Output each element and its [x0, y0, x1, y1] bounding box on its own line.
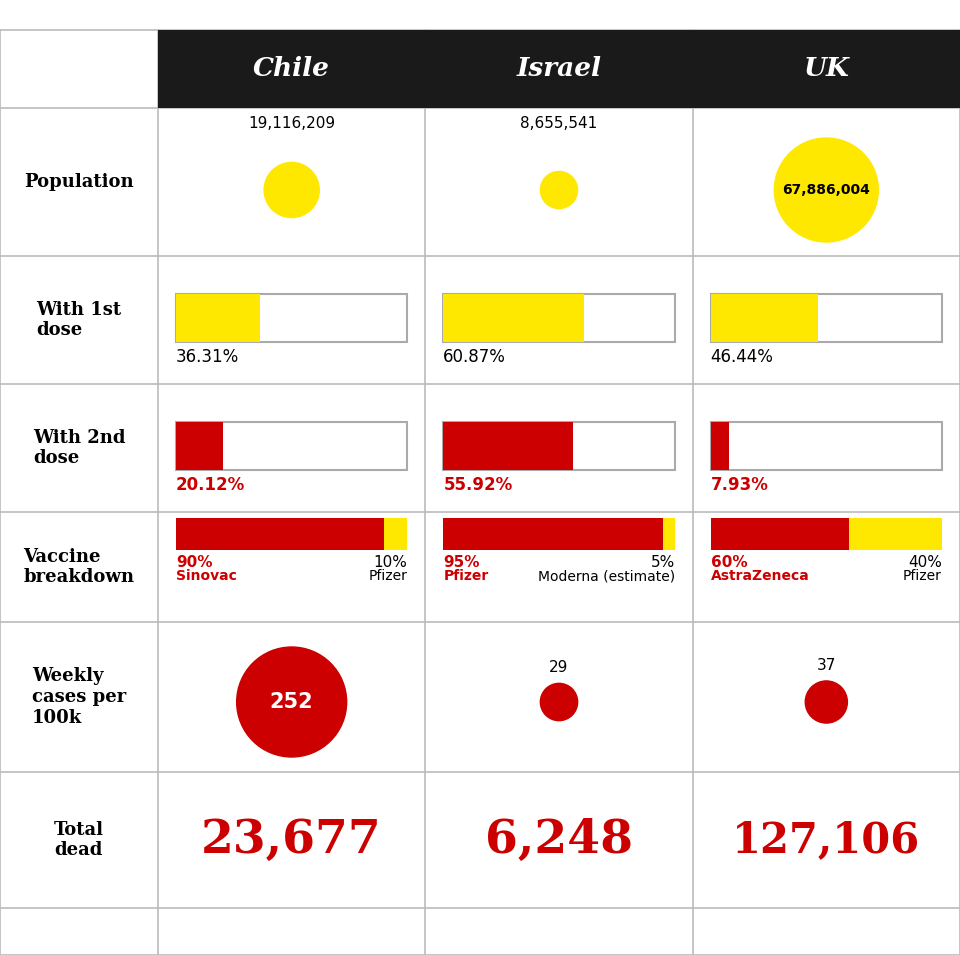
Circle shape — [264, 162, 320, 218]
Text: UK: UK — [804, 56, 850, 81]
Bar — [663, 518, 675, 550]
Text: 10%: 10% — [373, 555, 407, 570]
Text: With 1st
dose: With 1st dose — [36, 301, 122, 339]
Bar — [850, 518, 942, 550]
Text: 20.12%: 20.12% — [176, 476, 245, 494]
Bar — [710, 294, 818, 342]
Text: 67,886,004: 67,886,004 — [782, 183, 871, 197]
Text: Moderna (estimate): Moderna (estimate) — [538, 569, 675, 583]
Text: AstraZeneca: AstraZeneca — [710, 569, 809, 583]
Bar — [710, 422, 942, 470]
Text: Chile: Chile — [253, 56, 330, 81]
Circle shape — [775, 138, 878, 242]
Bar — [444, 518, 663, 550]
Text: Pfizer: Pfizer — [369, 569, 407, 583]
Text: 6,248: 6,248 — [485, 817, 633, 863]
Bar — [710, 518, 850, 550]
Text: Vaccine
breakdown: Vaccine breakdown — [23, 547, 134, 586]
Text: Pfizer: Pfizer — [444, 569, 489, 583]
Bar — [384, 518, 407, 550]
Text: Pfizer: Pfizer — [903, 569, 942, 583]
Bar — [158, 30, 960, 108]
Bar — [444, 422, 675, 470]
Text: 5%: 5% — [651, 555, 675, 570]
Bar — [176, 294, 260, 342]
Text: Israel: Israel — [516, 56, 602, 81]
Text: Sinovac: Sinovac — [176, 569, 237, 583]
Text: 8,655,541: 8,655,541 — [520, 116, 598, 131]
Bar — [176, 294, 407, 342]
Text: 60%: 60% — [710, 555, 747, 570]
Text: 29: 29 — [549, 660, 568, 675]
Text: 252: 252 — [270, 692, 314, 712]
Text: Population: Population — [24, 173, 133, 191]
Text: Total
dead: Total dead — [54, 820, 104, 860]
Bar — [176, 422, 407, 470]
Bar — [710, 422, 729, 470]
Text: 37: 37 — [817, 658, 836, 673]
Circle shape — [540, 172, 578, 208]
Circle shape — [237, 647, 347, 757]
Circle shape — [805, 681, 848, 723]
Text: 40%: 40% — [908, 555, 942, 570]
Bar — [444, 294, 675, 342]
Text: 23,677: 23,677 — [202, 817, 382, 863]
Text: 46.44%: 46.44% — [710, 348, 774, 366]
Bar — [710, 294, 942, 342]
Text: 95%: 95% — [444, 555, 480, 570]
Bar — [444, 294, 584, 342]
Text: With 2nd
dose: With 2nd dose — [33, 429, 125, 467]
Text: 19,116,209: 19,116,209 — [248, 116, 335, 131]
Text: 90%: 90% — [176, 555, 212, 570]
Bar — [444, 422, 573, 470]
Bar — [176, 518, 384, 550]
Text: 60.87%: 60.87% — [444, 348, 506, 366]
Circle shape — [540, 684, 578, 721]
Text: 7.93%: 7.93% — [710, 476, 769, 494]
Text: 36.31%: 36.31% — [176, 348, 239, 366]
Text: 55.92%: 55.92% — [444, 476, 513, 494]
Text: Weekly
cases per
100k: Weekly cases per 100k — [32, 668, 126, 727]
Text: 127,106: 127,106 — [732, 819, 921, 861]
Bar — [176, 422, 223, 470]
